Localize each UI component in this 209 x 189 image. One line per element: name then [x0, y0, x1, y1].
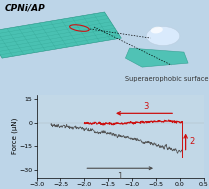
Text: 3: 3	[144, 102, 149, 111]
Polygon shape	[125, 48, 188, 67]
Text: 2: 2	[189, 137, 195, 146]
Ellipse shape	[151, 27, 163, 33]
Text: 1: 1	[117, 172, 123, 181]
Text: CPNi/AP: CPNi/AP	[4, 3, 45, 12]
Ellipse shape	[146, 26, 180, 46]
Y-axis label: Force (μN): Force (μN)	[11, 118, 18, 154]
Text: Superaerophobic surface: Superaerophobic surface	[125, 76, 209, 82]
Polygon shape	[0, 12, 121, 58]
